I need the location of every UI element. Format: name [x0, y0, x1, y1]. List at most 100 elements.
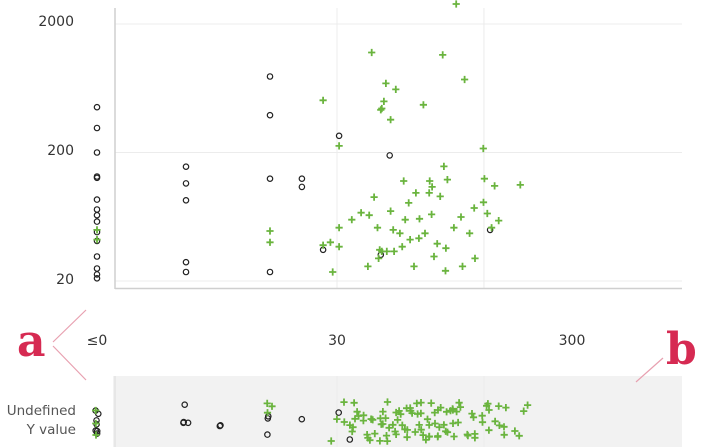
- data-point-plus-5: [319, 241, 327, 249]
- null-point-circle-16: [298, 415, 306, 423]
- null-point-plus-58: [419, 431, 427, 439]
- null-point-plus-63: [425, 421, 433, 429]
- x-tick-label-30: 30: [328, 333, 346, 349]
- null-point-plus-105: [520, 407, 528, 415]
- null-point-plus-20: [363, 431, 371, 439]
- null-point-plus-42: [398, 421, 406, 429]
- null-point-plus-75: [443, 408, 451, 416]
- data-point-plus-3: [266, 238, 274, 246]
- null-point-plus-12: [349, 423, 357, 431]
- data-point-plus-28: [389, 226, 397, 234]
- data-point-plus-47: [430, 252, 438, 261]
- data-point-plus-22: [378, 104, 386, 113]
- null-point-plus-34: [382, 432, 391, 440]
- null-point-plus-92: [478, 412, 486, 420]
- data-point-plus-62: [471, 254, 479, 262]
- null-point-plus-55: [415, 421, 423, 429]
- data-point-plus-68: [491, 182, 499, 190]
- null-point-plus-82: [453, 408, 461, 416]
- null-point-plus-25: [369, 416, 377, 424]
- data-point-plus-59: [461, 75, 469, 84]
- data-point-plus-57: [457, 213, 465, 221]
- null-point-plus-50: [406, 404, 414, 412]
- data-point-plus-48: [433, 240, 441, 248]
- data-point-plus-1: [93, 236, 101, 244]
- null-point-plus-64: [425, 432, 433, 440]
- data-point-circle-19: [182, 268, 190, 276]
- data-point-circle-17: [182, 197, 190, 204]
- null-point-plus-0: [92, 406, 100, 415]
- data-point-plus-38: [412, 189, 420, 197]
- data-point-plus-51: [440, 162, 448, 170]
- data-point-plus-8: [335, 142, 343, 150]
- data-point-plus-20: [377, 106, 385, 114]
- null-point-plus-40: [392, 430, 400, 438]
- null-point-circle-12: [216, 422, 224, 430]
- data-point-plus-4: [319, 96, 327, 104]
- data-point-plus-6: [326, 238, 334, 246]
- data-point-plus-61: [470, 204, 478, 212]
- null-point-plus-56: [417, 399, 425, 407]
- null-point-circle-9: [180, 419, 187, 427]
- data-point-plus-65: [480, 175, 488, 183]
- null-point-plus-71: [437, 404, 445, 412]
- data-point-plus-26: [387, 207, 395, 215]
- data-point-plus-63: [479, 144, 487, 153]
- data-point-plus-70: [516, 181, 524, 189]
- null-point-plus-22: [366, 436, 374, 444]
- data-point-circle-11: [93, 253, 101, 260]
- data-point-plus-29: [390, 247, 398, 255]
- x-tick-label-zero: ≤0: [87, 333, 108, 349]
- data-point-plus-60: [466, 229, 474, 237]
- data-point-plus-56: [452, 0, 460, 8]
- null-point-plus-97: [491, 417, 499, 425]
- data-point-circle-25: [298, 183, 306, 191]
- null-point-plus-35: [385, 424, 393, 432]
- null-point-plus-8: [340, 398, 348, 406]
- data-point-circle-22: [266, 175, 274, 183]
- null-point-circle-6: [93, 427, 101, 435]
- null-point-plus-94: [485, 406, 493, 414]
- data-point-plus-58: [458, 262, 467, 270]
- null-point-plus-16: [353, 408, 361, 416]
- null-point-circle-14: [264, 431, 271, 438]
- data-point-circle-27: [335, 132, 343, 140]
- data-point-plus-55: [450, 224, 458, 232]
- null-point-circle-8: [184, 419, 192, 427]
- data-point-plus-12: [357, 209, 365, 217]
- data-point-plus-35: [405, 199, 413, 207]
- null-point-plus-57: [417, 426, 425, 434]
- y-tick-label-20: 20: [56, 272, 74, 288]
- data-point-plus-13: [364, 262, 372, 270]
- data-point-plus-17: [373, 224, 382, 232]
- data-point-plus-41: [419, 101, 427, 109]
- data-point-circle-15: [182, 163, 190, 171]
- zero-column: [84, 8, 113, 290]
- data-point-plus-50: [439, 51, 447, 59]
- data-point-plus-53: [442, 244, 450, 252]
- null-point-plus-104: [515, 432, 523, 440]
- null-point-plus-70: [435, 423, 443, 431]
- data-point-plus-44: [426, 177, 434, 185]
- null-point-plus-47: [403, 426, 411, 434]
- null-point-plus-51: [411, 428, 419, 436]
- null-point-plus-72: [440, 421, 448, 429]
- null-point-plus-95: [484, 400, 492, 408]
- null-point-plus-106: [524, 401, 532, 409]
- data-point-plus-40: [415, 215, 424, 223]
- null-point-plus-18: [360, 411, 368, 419]
- data-point-circle-8: [93, 218, 101, 225]
- null-point-circle-17: [335, 409, 343, 416]
- data-point-plus-24: [382, 79, 390, 87]
- data-point-plus-36: [406, 236, 414, 244]
- null-point-circle-18: [346, 436, 354, 443]
- data-point-plus-64: [479, 198, 488, 206]
- null-point-plus-91: [478, 418, 487, 426]
- data-point-plus-54: [443, 176, 451, 184]
- data-point-plus-31: [396, 229, 404, 237]
- data-point-circle-20: [266, 73, 274, 80]
- y-tick-label-200: 200: [47, 143, 74, 159]
- data-point-plus-42: [421, 229, 429, 237]
